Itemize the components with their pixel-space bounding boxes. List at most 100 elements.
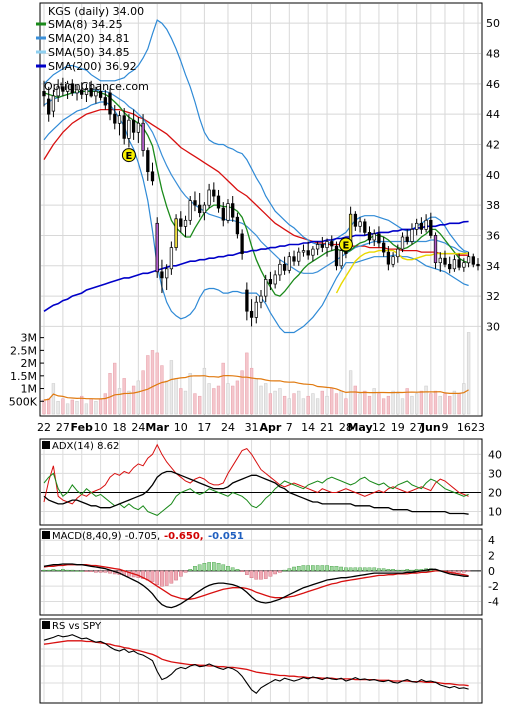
candle — [264, 274, 268, 303]
macd-hist-bar — [89, 570, 93, 572]
volume-bar — [268, 393, 273, 415]
volume-bar — [117, 388, 122, 415]
price-tick-label: 44 — [486, 108, 500, 121]
event-markers: EE — [121, 148, 353, 252]
date-tick-label: 17 — [197, 421, 211, 434]
candle — [424, 214, 428, 233]
candle-body — [183, 219, 188, 227]
candle-body — [358, 221, 362, 227]
candle-body — [410, 229, 414, 242]
macd-hist-bar — [160, 570, 164, 587]
price-tick-label: 50 — [486, 17, 500, 30]
candle-body — [245, 289, 249, 312]
candle — [367, 226, 372, 245]
macd-hist-bar — [391, 569, 395, 571]
candle — [254, 296, 258, 324]
volume-bar — [226, 383, 230, 415]
candle — [287, 252, 291, 274]
candle-body — [339, 250, 343, 267]
macd-hist-bar — [320, 565, 325, 572]
macd-hist-bar — [273, 570, 277, 575]
candle-body — [117, 115, 122, 124]
volume-bar — [358, 393, 362, 415]
macd-hist-bar — [263, 570, 268, 579]
candle-body — [471, 256, 475, 265]
candle-body — [443, 257, 447, 265]
macd-hist-bar — [287, 568, 292, 572]
volume-bar — [207, 383, 211, 415]
volume-bar — [174, 378, 178, 415]
volume-bar — [245, 352, 249, 415]
candle-body — [363, 221, 367, 233]
candle — [226, 199, 230, 224]
sma200-line — [43, 220, 469, 312]
candle — [452, 255, 457, 272]
candle — [65, 80, 70, 99]
macd-hist-bar — [103, 570, 108, 573]
candle — [202, 202, 207, 221]
price-tick-label: 48 — [486, 47, 500, 60]
volume-bar — [457, 393, 461, 415]
macd-hist-bar — [141, 570, 145, 579]
candle-body — [334, 245, 339, 267]
volume-bar — [363, 390, 367, 415]
candle — [273, 270, 277, 289]
candle — [415, 218, 419, 236]
legend-item-sma8: SMA(8) 34.25 — [36, 18, 123, 31]
macd-hist-bar — [400, 569, 405, 572]
volume-bar — [103, 393, 107, 415]
candle — [438, 252, 442, 272]
candle-body — [193, 200, 197, 206]
adx-tick-label: 20 — [488, 486, 502, 499]
candle-body — [292, 256, 296, 262]
date-tick-label: Feb — [71, 421, 94, 434]
candle-body — [367, 232, 372, 241]
volume-bar — [108, 373, 112, 415]
candle — [429, 212, 433, 239]
candle-body — [150, 171, 155, 182]
date-tick-label: Jun — [420, 421, 441, 434]
macd-swatch — [42, 531, 50, 539]
macd-hist-bar — [244, 570, 249, 575]
candle-body — [311, 248, 315, 256]
volume-bar — [381, 398, 386, 415]
candle — [301, 244, 306, 257]
candle — [372, 229, 376, 247]
macd-hist-bar — [362, 567, 367, 572]
adx-panel: 10 20 30 40 ADX(14) 8.62 — [39, 438, 502, 526]
date-tick-label: 7 — [286, 421, 293, 434]
candle-body — [216, 195, 221, 209]
volume-bar — [179, 388, 183, 415]
date-tick-label: Apr — [260, 421, 282, 434]
candle-body — [61, 86, 65, 92]
candle — [311, 246, 315, 262]
candle — [391, 252, 395, 268]
volume-bar — [292, 393, 296, 415]
candle — [353, 211, 358, 231]
candle — [174, 214, 178, 251]
price-tick-label: 42 — [486, 138, 500, 151]
volume-bar — [113, 362, 117, 415]
price-tick-label: 46 — [486, 78, 500, 91]
event-marker-label: E — [125, 151, 132, 162]
candle — [433, 232, 438, 269]
macd-signal-value: -0.650, — [164, 531, 204, 542]
candle-body — [42, 91, 46, 97]
macd-hist-bar — [207, 562, 211, 572]
volume-bar — [443, 393, 447, 415]
candle-body — [70, 83, 74, 94]
macd-hist-bar — [311, 565, 315, 572]
date-tick-label: 9 — [441, 421, 448, 434]
candle-body — [419, 222, 424, 230]
candle — [61, 77, 65, 96]
macd-hist-bar — [315, 565, 320, 572]
volume-bar — [353, 385, 357, 415]
date-tick-label: 27 — [56, 421, 70, 434]
macd-hist-bar — [306, 565, 310, 572]
volume-bar — [339, 390, 343, 415]
macd-hist-bar — [42, 569, 46, 572]
date-tick-label: 27 — [410, 421, 424, 434]
volume-bar — [231, 385, 235, 415]
candle — [47, 86, 51, 122]
candle — [42, 80, 46, 107]
